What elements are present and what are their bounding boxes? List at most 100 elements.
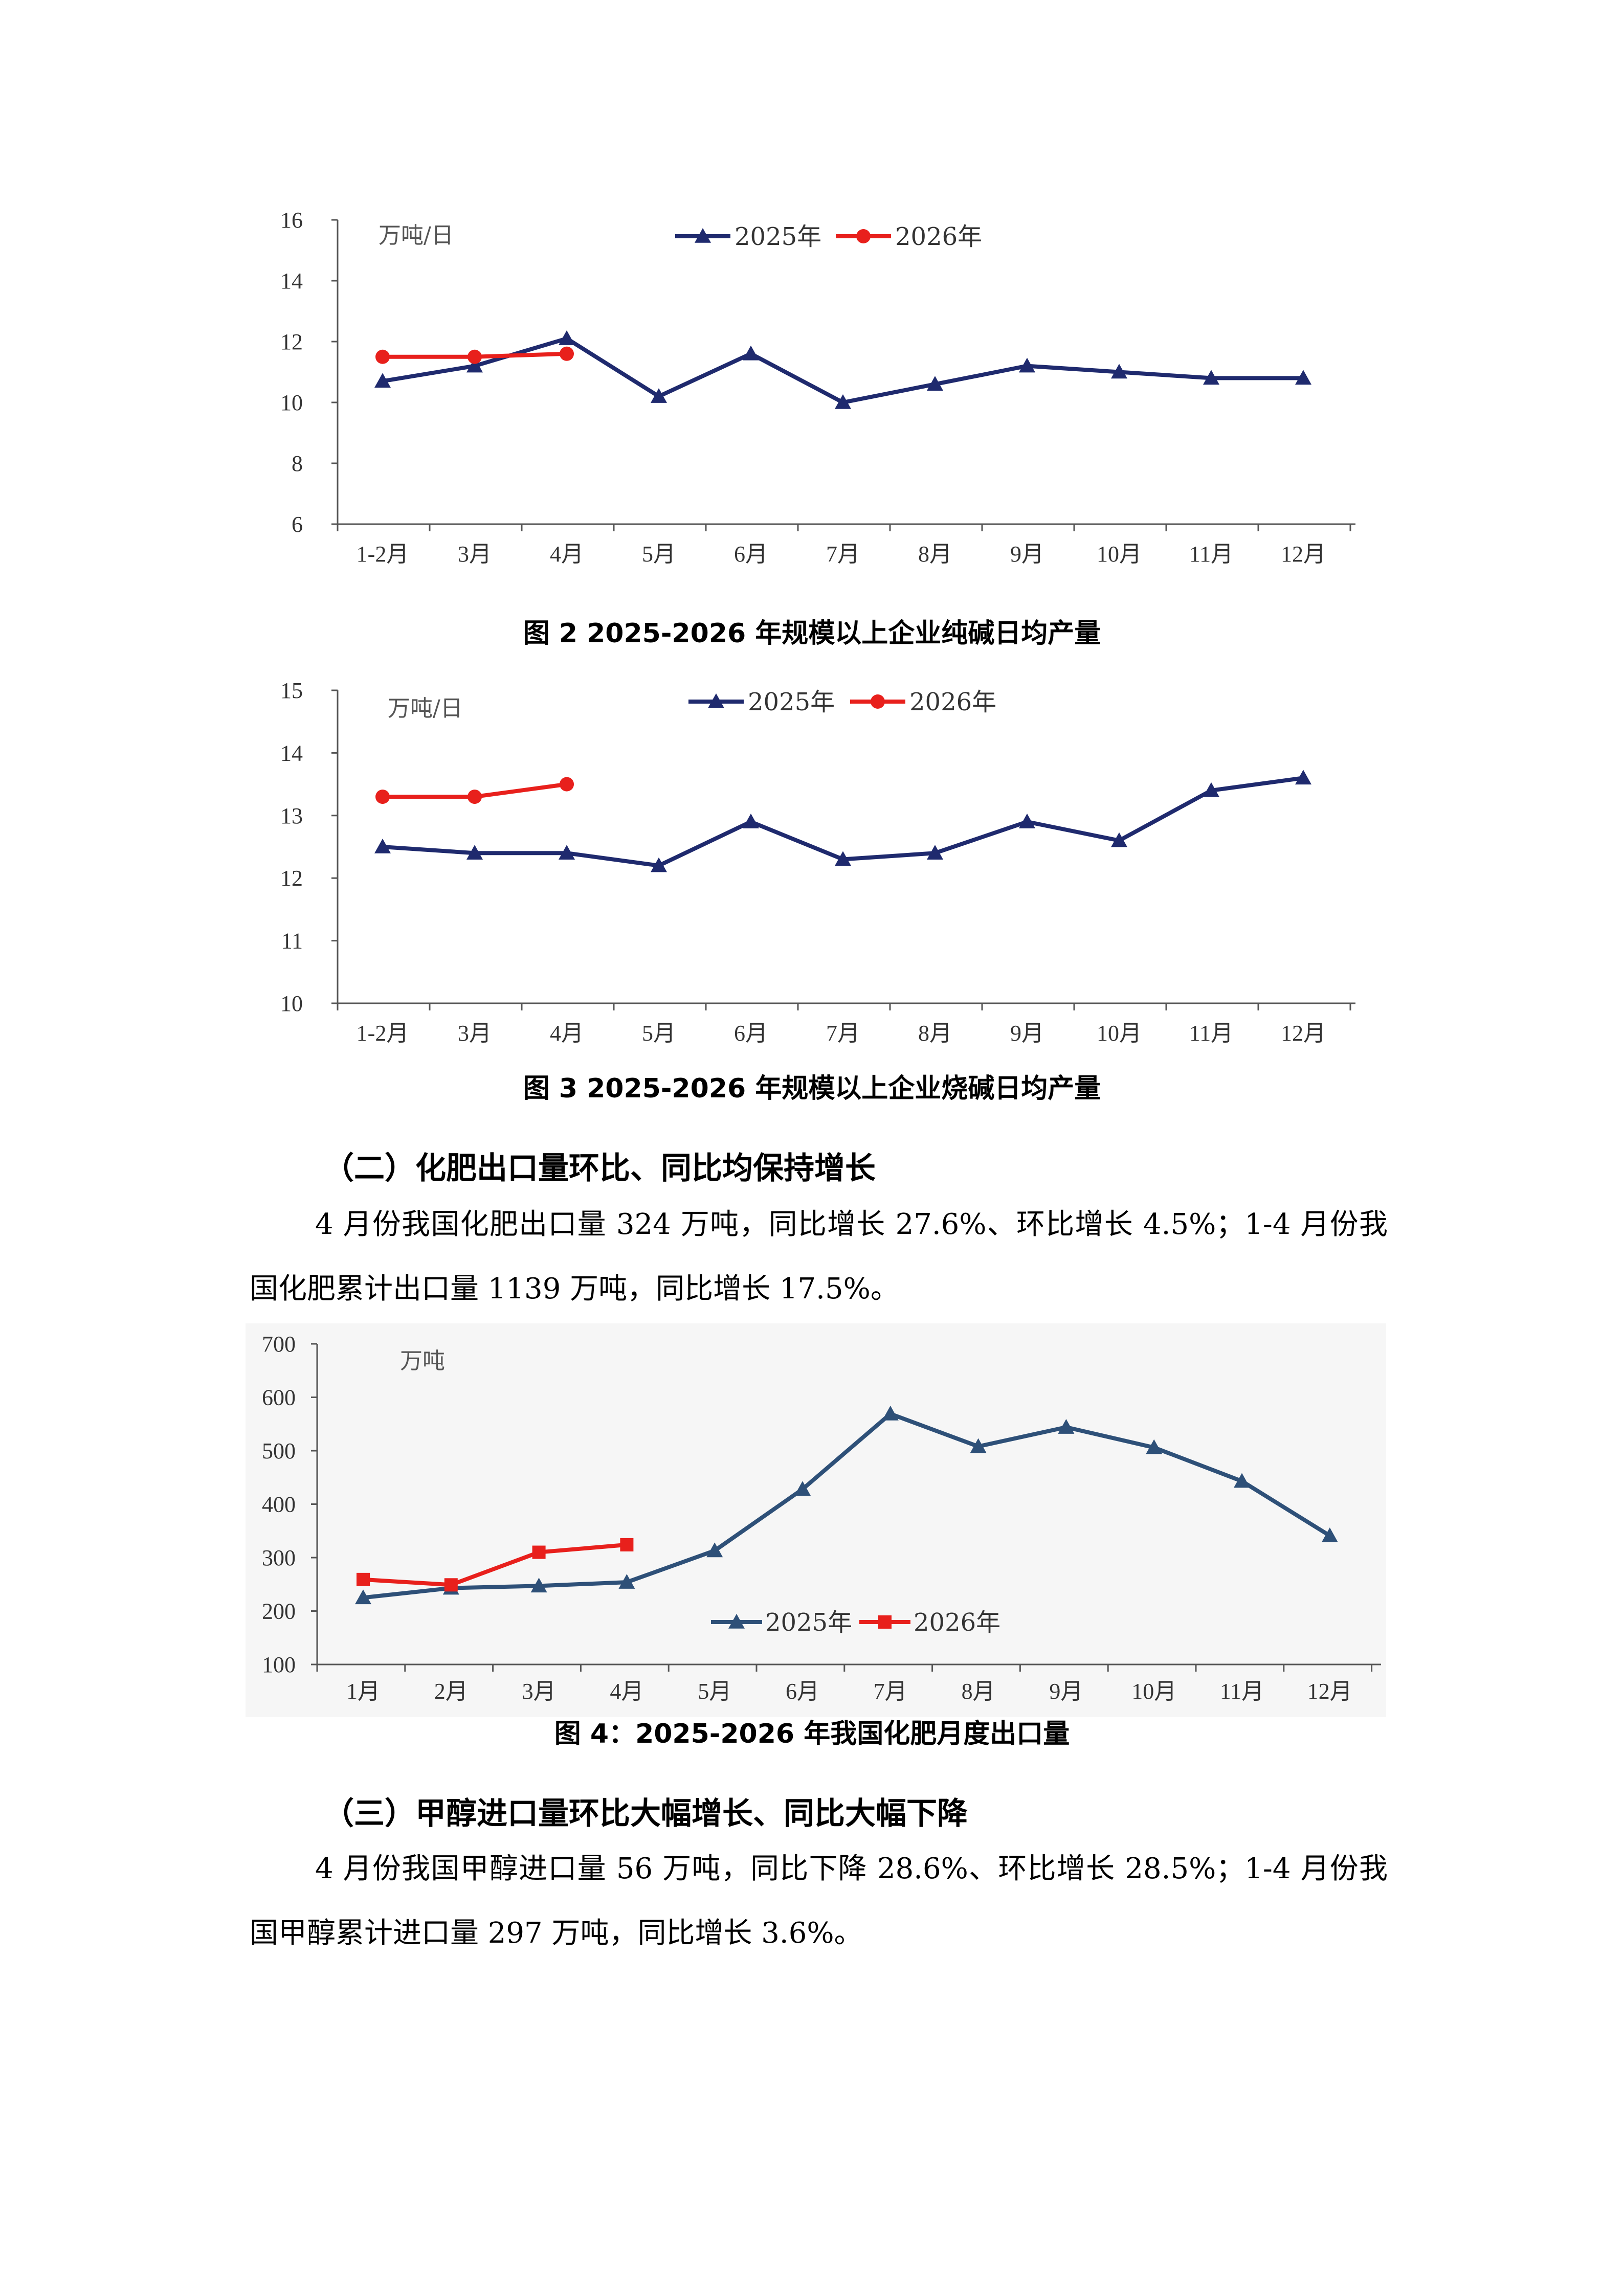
data-point xyxy=(532,1545,546,1559)
y-tick-label: 6 xyxy=(292,512,303,537)
x-tick-label: 8月 xyxy=(918,542,952,567)
unit-label: 万吨 xyxy=(400,1348,445,1374)
chart-3-group: 10 11 12 13 14 15 1-2月 3月 4月 5月 6月 7月 8月 9月 10月 11月 12月 万… xyxy=(280,678,1355,1046)
y-tick-label: 13 xyxy=(280,803,303,828)
data-point xyxy=(743,345,759,361)
y-tick-label: 12 xyxy=(280,866,303,891)
x-tick-label: 11月 xyxy=(1220,1679,1264,1704)
chart-4-group: 100 200 300 400 500 600 700 1月 2月 3月 4月 5月 6月 7月 8月 9月 1… xyxy=(246,1323,1386,1717)
y-tick-label: 16 xyxy=(280,208,303,233)
y-tick-label: 14 xyxy=(280,740,303,766)
data-point xyxy=(618,1574,635,1589)
legend-label: 2026年 xyxy=(895,222,982,251)
data-point xyxy=(706,1542,723,1558)
x-tick-label: 5月 xyxy=(642,542,676,567)
x-tick-label: 9月 xyxy=(1010,542,1044,567)
data-point xyxy=(970,1438,987,1453)
data-point xyxy=(1203,370,1219,385)
data-point xyxy=(1234,1473,1250,1488)
unit-label: 万吨/日 xyxy=(379,222,454,249)
x-tick-label: 7月 xyxy=(874,1679,907,1704)
chart-2-group: 6 8 10 12 14 16 1-2月 3月 4月 5月 6月 7月 8月 9月 10月 11月 12月 万吨/… xyxy=(280,208,1355,567)
data-point xyxy=(651,388,667,403)
legend-marker xyxy=(871,694,885,709)
x-tick-label: 5月 xyxy=(642,1021,676,1046)
x-tick-label: 3月 xyxy=(458,1021,492,1046)
data-point xyxy=(1146,1439,1163,1454)
data-point xyxy=(1295,370,1311,385)
y-tick-label: 300 xyxy=(262,1545,296,1570)
y-tick-label: 12 xyxy=(280,329,303,354)
x-tick-label: 10月 xyxy=(1097,1021,1142,1046)
data-point xyxy=(1321,1527,1338,1542)
y-tick-label: 10 xyxy=(280,390,303,415)
x-tick-label: 3月 xyxy=(522,1679,556,1704)
fertilizer-export-line-chart: 100 200 300 400 500 600 700 1月 2月 3月 4月 5月 6月 7月 8月 9月 1… xyxy=(246,1323,1386,1717)
x-tick-label: 9月 xyxy=(1049,1679,1083,1704)
data-point xyxy=(927,376,943,391)
y-tick-label: 100 xyxy=(262,1652,296,1677)
data-point xyxy=(927,845,943,860)
data-point xyxy=(374,373,391,388)
data-point xyxy=(357,1572,370,1586)
x-tick-label: 5月 xyxy=(698,1679,731,1704)
data-point xyxy=(560,777,574,792)
data-point xyxy=(1058,1419,1075,1434)
legend-label: 2025年 xyxy=(765,1608,852,1637)
data-point xyxy=(530,1578,547,1593)
x-tick-label: 1-2月 xyxy=(357,542,409,567)
figure-3-caption: 图 3 2025-2026 年规模以上企业烧碱日均产量 xyxy=(523,1073,1101,1104)
x-tick-label: 1-2月 xyxy=(357,1021,409,1046)
legend-marker xyxy=(708,693,724,708)
y-tick-label: 400 xyxy=(262,1492,296,1517)
x-tick-label: 7月 xyxy=(826,1021,860,1046)
x-tick-label: 2月 xyxy=(434,1679,468,1704)
x-tick-label: 6月 xyxy=(734,1021,768,1046)
y-tick-label: 200 xyxy=(262,1599,296,1624)
x-tick-label: 4月 xyxy=(550,542,584,567)
section-heading-fertilizer: （二）化肥出口量环比、同比均保持增长 xyxy=(323,1151,876,1186)
x-tick-label: 6月 xyxy=(786,1679,819,1704)
x-tick-label: 10月 xyxy=(1131,1679,1176,1704)
legend-marker xyxy=(856,229,871,243)
data-point xyxy=(444,1578,458,1592)
caustic-soda-line-chart: 10 11 12 13 14 15 1-2月 3月 4月 5月 6月 7月 8月 9月 10月 11月 12月 万… xyxy=(280,678,1355,1046)
y-tick-label: 700 xyxy=(262,1332,296,1357)
x-tick-label: 12月 xyxy=(1281,542,1326,567)
series-line-0 xyxy=(363,1411,1331,1600)
data-point xyxy=(466,357,483,373)
y-tick-label: 14 xyxy=(280,268,303,294)
legend-marker xyxy=(728,1614,745,1629)
data-point xyxy=(794,1481,811,1496)
data-point xyxy=(374,839,391,853)
data-point xyxy=(882,1405,899,1421)
data-point xyxy=(835,394,851,409)
x-tick-label: 7月 xyxy=(826,542,860,567)
data-point xyxy=(375,790,390,804)
soda-ash-line-chart: 6 8 10 12 14 16 1-2月 3月 4月 5月 6月 7月 8月 9月 10月 11月 12月 万吨/… xyxy=(280,208,1355,567)
x-tick-label: 1月 xyxy=(346,1679,380,1704)
chart-background xyxy=(246,1323,1386,1717)
x-tick-label: 4月 xyxy=(550,1021,584,1046)
legend-label: 2026年 xyxy=(909,688,996,716)
legend-label: 2026年 xyxy=(914,1608,1000,1637)
data-point xyxy=(620,1538,634,1551)
data-point xyxy=(560,346,574,361)
x-tick-label: 6月 xyxy=(734,542,768,567)
y-tick-label: 8 xyxy=(292,451,303,476)
paragraph-methanol: 4 月份我国甲醇进口量 56 万吨，同比下降 28.6%、环比增长 28.5%；… xyxy=(250,1852,1388,1950)
figure-4-caption: 图 4：2025-2026 年我国化肥月度出口量 xyxy=(554,1719,1070,1749)
legend-marker xyxy=(878,1615,892,1629)
x-tick-label: 8月 xyxy=(918,1021,952,1046)
data-point xyxy=(1019,357,1035,373)
data-point xyxy=(468,790,482,804)
x-tick-label: 9月 xyxy=(1010,1021,1044,1046)
data-point xyxy=(1111,364,1127,379)
x-tick-label: 8月 xyxy=(962,1679,995,1704)
x-tick-label: 4月 xyxy=(610,1679,643,1704)
data-point xyxy=(1295,770,1311,785)
data-point xyxy=(559,845,575,860)
figure-2-caption: 图 2 2025-2026 年规模以上企业纯碱日均产量 xyxy=(523,618,1101,649)
y-tick-label: 600 xyxy=(262,1385,296,1410)
y-tick-label: 11 xyxy=(281,929,303,954)
